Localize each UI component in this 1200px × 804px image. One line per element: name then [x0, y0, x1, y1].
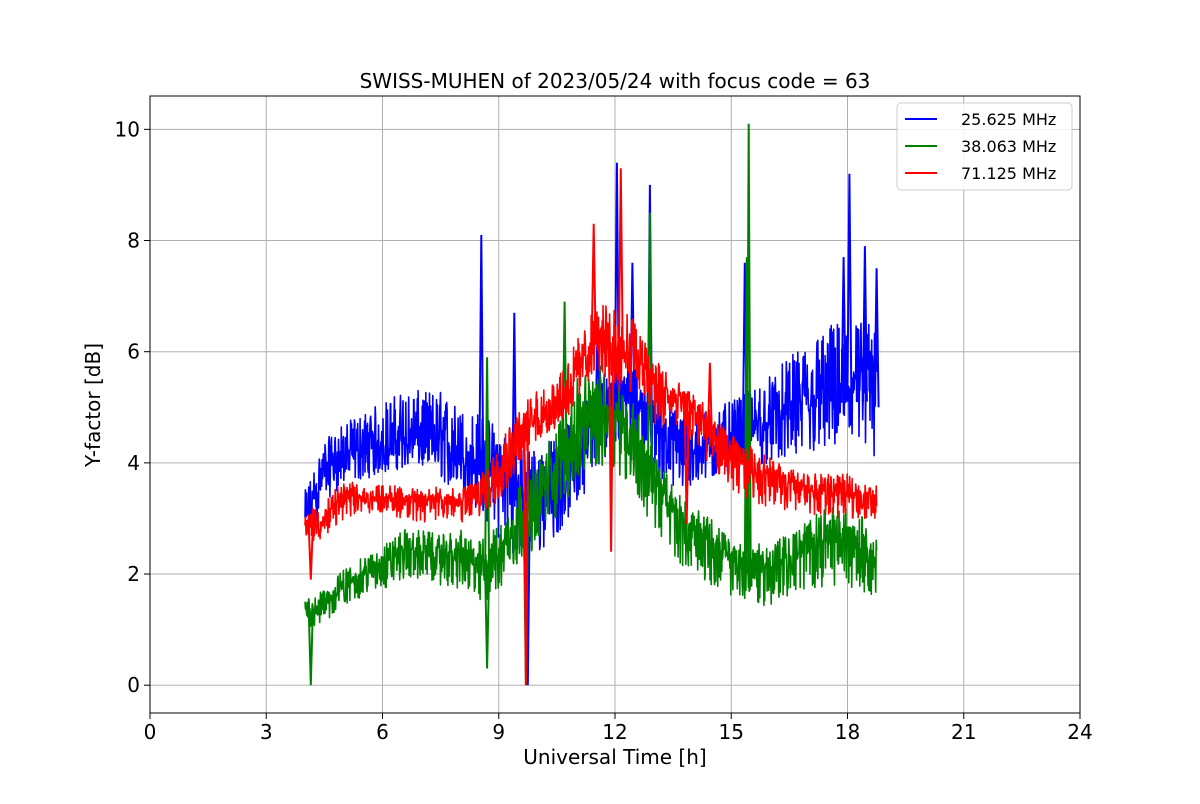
legend-label: 71.125 MHz [961, 164, 1056, 183]
series-2 [304, 168, 878, 686]
x-tick-label: 6 [376, 720, 389, 744]
series-spike [861, 246, 868, 402]
series-spike [307, 611, 314, 686]
series-spike [608, 353, 615, 552]
series-lines [304, 123, 880, 686]
series-spike [840, 257, 847, 403]
x-tick-label: 12 [602, 720, 627, 744]
legend-label: 38.063 MHz [961, 137, 1056, 156]
series-line [304, 304, 878, 542]
x-tick-label: 9 [492, 720, 505, 744]
x-tick-label: 15 [719, 720, 744, 744]
legend-box [896, 102, 1073, 191]
series-spike [617, 168, 624, 359]
x-tick-label: 18 [835, 720, 860, 744]
series-spike [307, 527, 314, 580]
chart-title: SWISS-MUHEN of 2023/05/24 with focus cod… [360, 69, 871, 93]
legend: 25.625 MHz 38.063 MHz 71.125 MHz [896, 102, 1073, 191]
x-tick-label: 3 [260, 720, 273, 744]
x-tick-label: 21 [951, 720, 976, 744]
y-tick-label: 10 [115, 117, 140, 141]
series-spike [484, 569, 491, 669]
series-line [304, 365, 878, 628]
series-spike [873, 268, 880, 408]
y-tick-label: 0 [127, 673, 140, 697]
y-tick-label: 8 [127, 229, 140, 253]
y-axis-label: Y-factor [dB] [81, 343, 105, 468]
series-spike [590, 223, 597, 345]
series-spike [484, 357, 491, 570]
y-tick-label: 4 [127, 451, 140, 475]
y-tick-label: 6 [127, 340, 140, 364]
series-spike [478, 234, 485, 476]
x-tick-label: 0 [144, 720, 157, 744]
series-spike [706, 362, 713, 438]
series-spike [522, 433, 529, 686]
legend-label: 25.625 MHz [961, 110, 1056, 129]
x-tick-label: 24 [1067, 720, 1092, 744]
x-axis-label: Universal Time [h] [523, 745, 706, 769]
series-spike [846, 173, 853, 402]
series-spike [683, 411, 690, 525]
y-tick-label: 2 [127, 562, 140, 586]
